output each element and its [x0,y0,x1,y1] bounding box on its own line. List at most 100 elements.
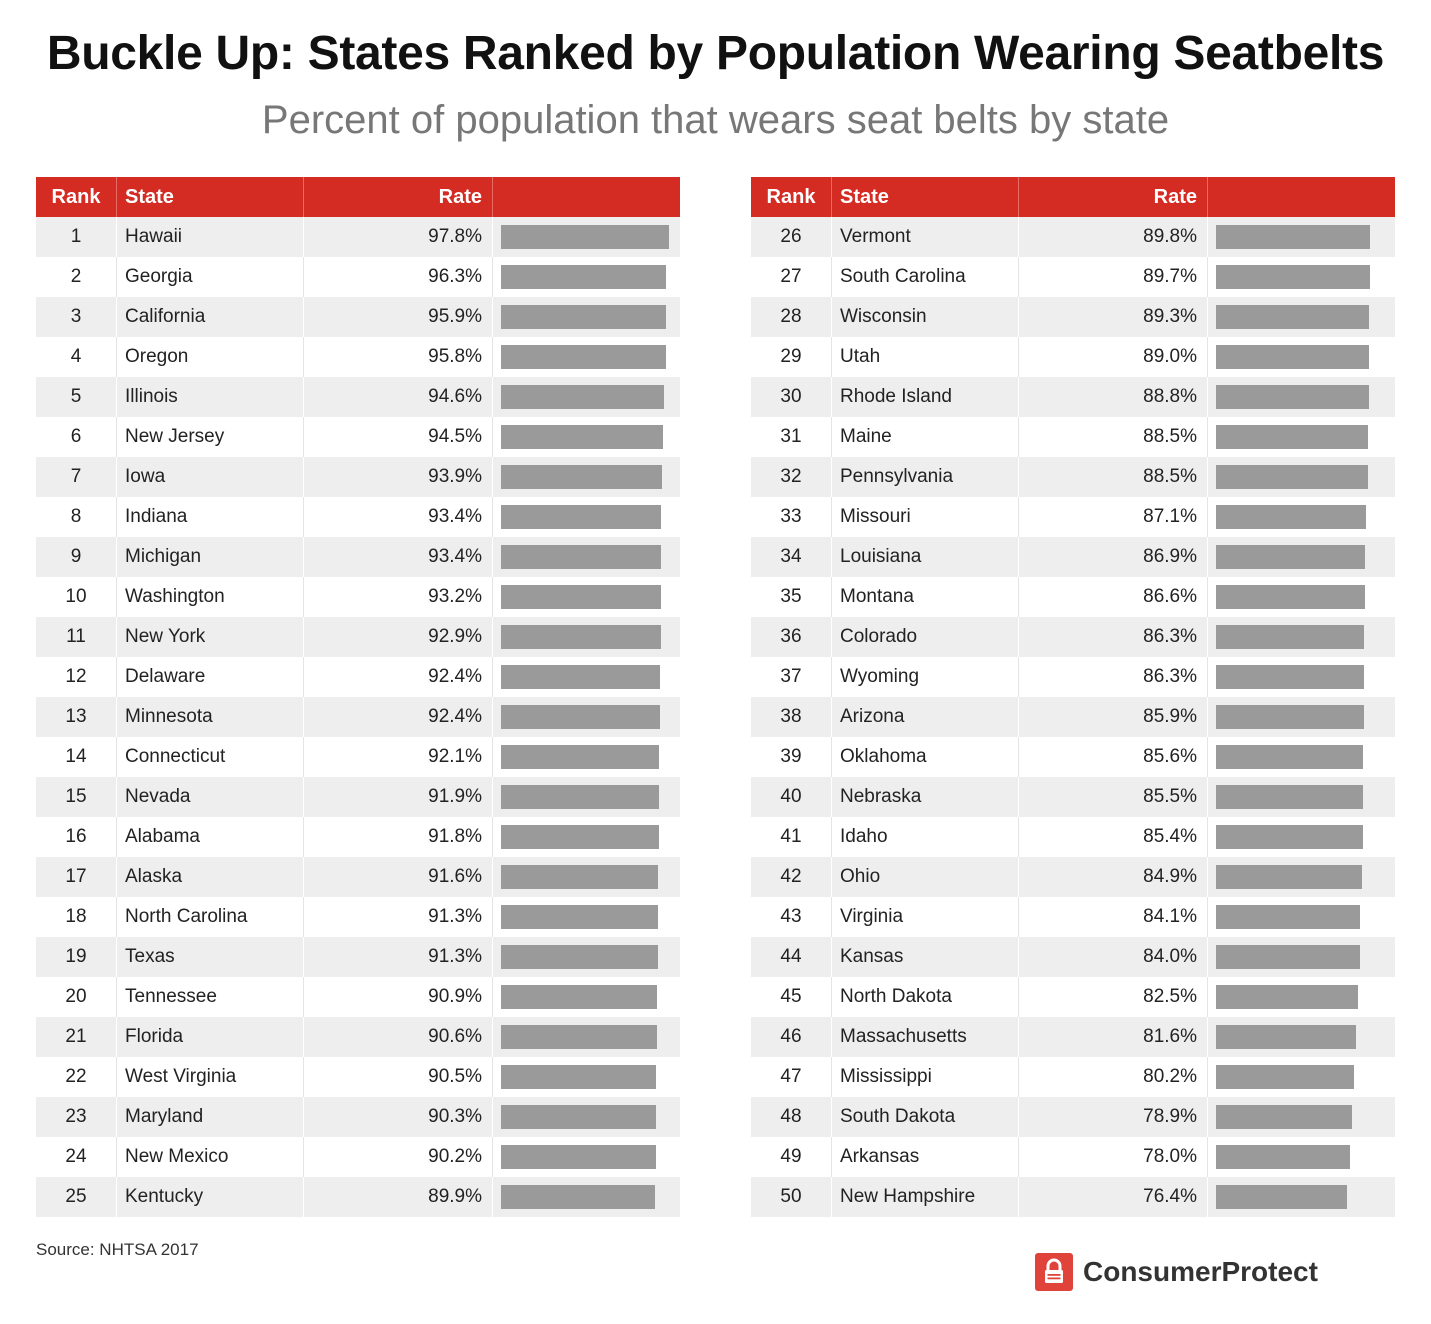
column-divider [116,697,117,737]
column-divider [116,537,117,577]
rate-cell: 89.9% [428,1186,482,1207]
rate-cell: 89.3% [1143,306,1197,327]
column-divider [1207,897,1208,937]
state-cell: Kentucky [125,1186,204,1207]
column-divider [1207,657,1208,697]
state-cell: Wyoming [840,666,920,687]
rank-cell: 45 [780,986,802,1007]
table-row: 39 Oklahoma 85.6% [751,737,1395,777]
column-divider [492,537,493,577]
column-divider [492,337,493,377]
column-divider [1207,737,1208,777]
header-divider [116,177,117,217]
state-cell: Michigan [125,546,202,567]
rate-cell: 86.3% [1143,666,1197,687]
header-divider [1018,177,1019,217]
rate-cell: 85.9% [1143,706,1197,727]
table-header: Rank State Rate [751,177,1395,217]
rate-bar [501,585,661,609]
rate-cell: 92.4% [428,666,482,687]
brand-name: ConsumerProtect [1083,1256,1318,1287]
rate-bar [501,225,669,249]
table-row: 44 Kansas 84.0% [751,937,1395,977]
state-cell: Illinois [125,386,178,407]
rate-bar [1216,905,1360,929]
column-divider [831,977,832,1017]
state-cell: Rhode Island [840,386,952,407]
state-cell: Colorado [840,626,918,647]
table-row: 34 Louisiana 86.9% [751,537,1395,577]
state-cell: Maine [840,426,892,447]
table-row: 10 Washington 93.2% [36,577,680,617]
rank-cell: 28 [780,306,802,327]
rate-bar [1216,825,1363,849]
state-cell: South Carolina [840,266,966,287]
column-divider [303,457,304,497]
column-divider [831,937,832,977]
rate-bar [1216,385,1369,409]
state-cell: Washington [125,586,225,607]
source-note: Source: NHTSA 2017 [36,1240,199,1259]
rank-cell: 38 [780,706,802,727]
rate-cell: 78.0% [1143,1146,1197,1167]
rank-cell: 30 [780,386,802,407]
state-cell: Oklahoma [840,746,927,767]
rate-bar [1216,785,1363,809]
rank-cell: 11 [66,626,86,647]
rate-cell: 92.4% [428,706,482,727]
column-divider [1207,537,1208,577]
column-divider [1018,937,1019,977]
column-divider [1207,457,1208,497]
rate-bar [501,785,659,809]
rate-bar [1216,1025,1356,1049]
column-divider [492,217,493,257]
column-divider [831,217,832,257]
column-divider [1018,457,1019,497]
table-row: 41 Idaho 85.4% [751,817,1395,857]
table-row: 3 California 95.9% [36,297,680,337]
rate-bar [501,425,663,449]
rate-cell: 86.3% [1143,626,1197,647]
column-divider [492,417,493,457]
table-row: 50 New Hampshire 76.4% [751,1177,1395,1217]
table-row: 9 Michigan 93.4% [36,537,680,577]
column-divider [303,857,304,897]
rate-cell: 85.4% [1143,826,1197,847]
rank-cell: 34 [780,546,802,567]
column-divider [1207,977,1208,1017]
column-divider [116,937,117,977]
column-divider [1207,1017,1208,1057]
column-divider [303,737,304,777]
table-row: 29 Utah 89.0% [751,337,1395,377]
column-divider [116,457,117,497]
rate-cell: 88.5% [1143,466,1197,487]
rate-cell: 88.5% [1143,426,1197,447]
table-row: 23 Maryland 90.3% [36,1097,680,1137]
column-divider [1018,217,1019,257]
rate-bar [501,905,658,929]
rate-bar [1216,265,1370,289]
rate-cell: 90.5% [428,1066,482,1087]
column-divider [116,777,117,817]
column-divider [831,337,832,377]
column-divider [1207,337,1208,377]
table-row: 37 Wyoming 86.3% [751,657,1395,697]
state-cell: Texas [125,946,175,967]
rate-bar [501,865,658,889]
rate-bar [1216,1145,1350,1169]
rate-cell: 84.0% [1143,946,1197,967]
state-cell: Kansas [840,946,904,967]
column-divider [1207,417,1208,457]
rate-bar [1216,1105,1352,1129]
column-divider [116,617,117,657]
rate-bar [1216,865,1362,889]
column-divider [492,1097,493,1137]
column-divider [303,417,304,457]
column-divider [1207,257,1208,297]
table-row: 27 South Carolina 89.7% [751,257,1395,297]
column-divider [1207,1137,1208,1177]
table-body-left: 1 Hawaii 97.8% 2 Georgia 96.3% 3 California 95.9… [36,217,680,1217]
table-row: 1 Hawaii 97.8% [36,217,680,257]
rate-bar [501,1065,656,1089]
column-divider [831,777,832,817]
